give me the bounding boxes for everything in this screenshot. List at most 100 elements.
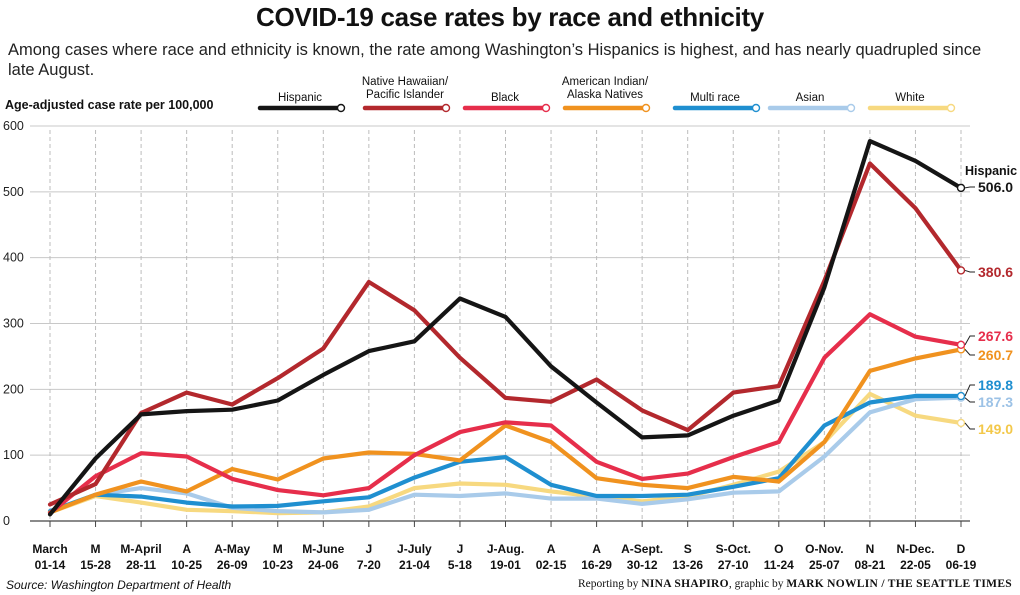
leader-line: [964, 422, 975, 430]
end-value-label: 506.0: [978, 179, 1013, 195]
credit-prefix: Reporting by: [578, 578, 642, 590]
leader-line: [964, 269, 975, 273]
legend-item: Black: [462, 92, 551, 113]
leader-line: [964, 335, 975, 346]
x-tick-label: 7-20: [357, 558, 381, 572]
x-tick-label: 10-25: [171, 558, 202, 572]
x-tick-label: A: [592, 542, 601, 556]
x-tick-label: A-Sept.: [621, 542, 663, 556]
legend-item: American Indian/Alaska Natives: [562, 76, 651, 113]
legend-dot: [946, 103, 956, 113]
x-tick-label: 10-23: [262, 558, 293, 572]
x-tick-label: M: [273, 542, 283, 556]
x-tick-label: N: [866, 542, 875, 556]
x-tick-label: 11-24: [764, 558, 794, 572]
x-tick-label: 21-04: [399, 558, 430, 572]
hispanic-annotation: Hispanic: [965, 164, 1017, 178]
legend-dot: [846, 103, 856, 113]
legend-item: Multi race: [672, 92, 761, 113]
x-tick-label: 28-11: [126, 558, 156, 572]
x-tick-label: A-May: [214, 542, 250, 556]
legend-label: Alaska Natives: [567, 89, 643, 101]
credit-artist: MARK NOWLIN / THE SEATTLE TIMES: [786, 578, 1012, 590]
chart-subtitle: Among cases where race and ethnicity is …: [8, 41, 982, 79]
credit-middle: , graphic by: [728, 578, 787, 590]
legend-label: Black: [491, 92, 519, 104]
x-tick-label: 02-15: [536, 558, 567, 572]
x-tick-label: 25-07: [809, 558, 840, 572]
credit-reporter: NINA SHAPIRO: [641, 578, 729, 590]
end-value-label: 260.7: [978, 347, 1013, 363]
series-line: [47, 139, 964, 517]
x-tick-label: J: [457, 542, 464, 556]
end-value-label: 187.3: [978, 394, 1013, 410]
x-tick-label: 27-10: [718, 558, 749, 572]
legend-label: Hispanic: [278, 92, 322, 104]
end-point: [956, 340, 966, 350]
x-tick-label: 13-26: [672, 558, 703, 572]
series-line: [47, 312, 964, 516]
gridlines: [30, 125, 970, 527]
end-point: [956, 418, 966, 428]
end-value-label: 380.6: [978, 264, 1013, 280]
legend-item: Hispanic: [257, 92, 346, 113]
series-lines: [47, 139, 966, 517]
x-tick-label: 30-12: [627, 558, 658, 572]
series-line: [47, 393, 964, 514]
legend-label: Multi race: [690, 92, 740, 104]
y-tick-label: 300: [3, 317, 24, 331]
x-tick-label: M: [91, 542, 101, 556]
end-point: [956, 266, 966, 275]
series-line: [47, 347, 964, 515]
x-tick-label: 15-28: [80, 558, 111, 572]
x-tick-label: N-Dec.: [896, 542, 934, 556]
x-tick-label: J-July: [397, 542, 432, 556]
x-tick-label: J: [366, 542, 373, 556]
x-tick-label: 19-01: [490, 558, 521, 572]
x-tick-label: D: [957, 542, 966, 556]
leader-line: [964, 384, 975, 397]
legend-label: Native Hawaiian/: [362, 76, 449, 88]
legend-dot: [541, 103, 551, 113]
x-tick-label: 16-29: [581, 558, 612, 572]
y-tick-label: 0: [3, 514, 10, 528]
x-axis-ticks: March 01-14 M 15-28 M-April 28-11 A 10-25 A-May 2…: [32, 542, 976, 572]
legend-dot: [641, 103, 651, 113]
x-tick-label: 06-19: [946, 558, 977, 572]
x-tick-label: 08-21: [855, 558, 886, 572]
x-tick-label: O: [774, 542, 783, 556]
credit-line: Reporting by NINA SHAPIRO, graphic by MA…: [578, 578, 1012, 590]
x-tick-label: S: [684, 542, 692, 556]
x-tick-label: March: [32, 542, 67, 556]
x-tick-label: J-Aug.: [487, 542, 524, 556]
x-tick-label: M-June: [302, 542, 344, 556]
legend-label: Asian: [796, 92, 825, 104]
x-tick-label: 5-18: [448, 558, 472, 572]
series-line: [47, 161, 964, 507]
chart-title: COVID-19 case rates by race and ethnicit…: [256, 2, 764, 32]
x-tick-label: 26-09: [217, 558, 248, 572]
legend-dot: [441, 103, 451, 113]
end-value-label: 189.8: [978, 377, 1013, 393]
end-point: [956, 391, 966, 401]
leader-line: [964, 397, 975, 403]
series-line: [47, 391, 964, 516]
x-tick-label: O-Nov.: [805, 542, 843, 556]
legend-label: American Indian/: [562, 76, 649, 88]
x-tick-label: A: [547, 542, 556, 556]
leader-line: [964, 186, 975, 189]
end-point: [956, 183, 966, 193]
x-tick-label: 22-05: [900, 558, 931, 572]
legend-label: Pacific Islander: [366, 89, 444, 101]
x-tick-label: M-April: [120, 542, 161, 556]
legend: Hispanic Native Hawaiian/Pacific Islander…: [257, 76, 956, 113]
y-axis-label: Age-adjusted case rate per 100,000: [5, 98, 214, 112]
y-tick-label: 500: [3, 185, 24, 199]
y-tick-label: 400: [3, 251, 24, 265]
legend-dot: [751, 103, 761, 113]
end-value-label: 267.6: [978, 328, 1013, 344]
end-value-label: 149.0: [978, 421, 1013, 437]
x-tick-label: 24-06: [308, 558, 339, 572]
